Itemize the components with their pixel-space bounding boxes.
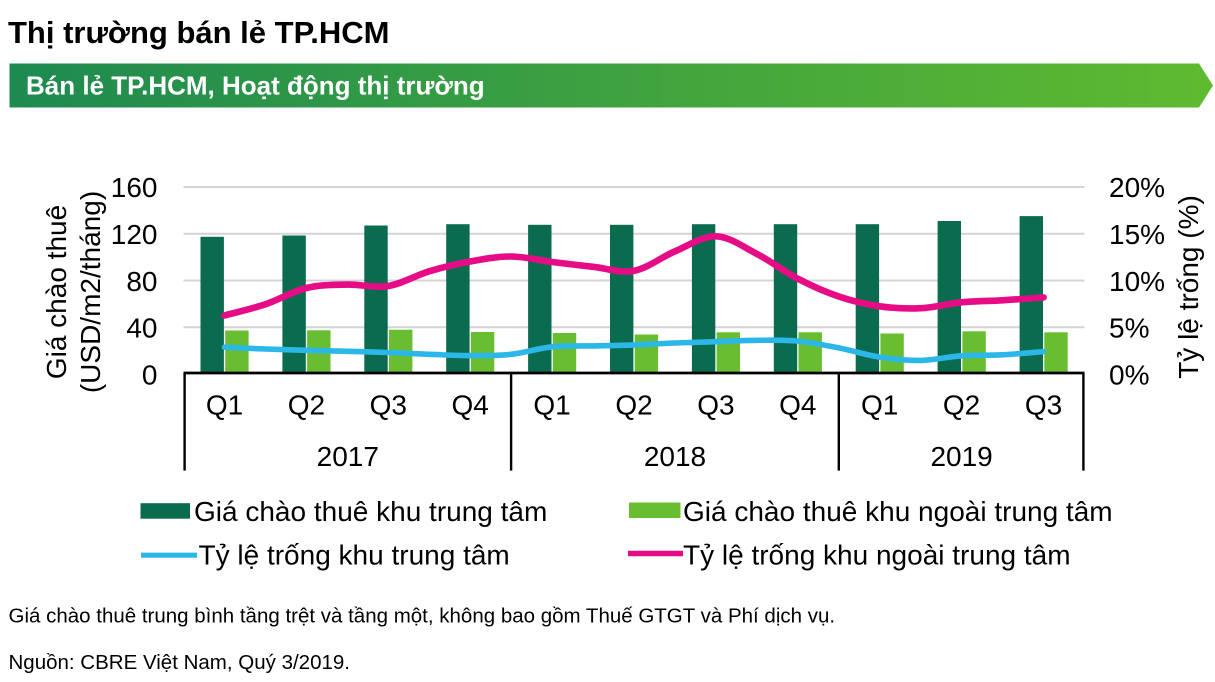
svg-text:2017: 2017: [317, 441, 379, 472]
svg-text:Q3: Q3: [370, 390, 407, 421]
svg-text:Giá chào thuê: Giá chào thuê: [41, 205, 72, 379]
svg-text:Q3: Q3: [697, 390, 734, 421]
svg-text:(USD/m2/tháng): (USD/m2/tháng): [75, 191, 106, 393]
svg-text:Q1: Q1: [533, 390, 570, 421]
svg-text:Thị trường bán lẻ TP.HCM: Thị trường bán lẻ TP.HCM: [8, 15, 389, 50]
svg-text:Q3: Q3: [1025, 390, 1062, 421]
svg-text:Q2: Q2: [288, 390, 325, 421]
svg-text:Q4: Q4: [779, 390, 816, 421]
svg-text:5%: 5%: [1109, 313, 1149, 344]
svg-text:Q2: Q2: [615, 390, 652, 421]
svg-text:160: 160: [111, 172, 158, 203]
svg-text:Nguồn: CBRE Việt Nam, Quý 3/20: Nguồn: CBRE Việt Nam, Quý 3/2019.: [9, 651, 350, 674]
svg-text:0%: 0%: [1109, 360, 1149, 391]
svg-text:Tỷ lệ trống khu ngoài trung tâ: Tỷ lệ trống khu ngoài trung tâm: [683, 540, 1071, 571]
svg-text:2018: 2018: [644, 441, 706, 472]
svg-text:Bán lẻ TP.HCM, Hoạt động thị t: Bán lẻ TP.HCM, Hoạt động thị trường: [26, 71, 485, 101]
svg-text:Q4: Q4: [452, 390, 489, 421]
svg-text:10%: 10%: [1109, 266, 1165, 297]
svg-text:40: 40: [126, 313, 157, 344]
svg-text:Giá chào thuê khu trung tâm: Giá chào thuê khu trung tâm: [194, 496, 547, 527]
svg-text:Tỷ lệ trống (%): Tỷ lệ trống (%): [1173, 195, 1204, 379]
svg-text:120: 120: [111, 219, 158, 250]
svg-text:20%: 20%: [1109, 172, 1165, 203]
svg-text:2019: 2019: [930, 441, 992, 472]
svg-text:0: 0: [142, 360, 158, 391]
svg-text:Giá chào thuê trung bình tầng: Giá chào thuê trung bình tầng trệt và tầ…: [9, 604, 836, 627]
svg-text:80: 80: [126, 266, 157, 297]
svg-text:Q1: Q1: [861, 390, 898, 421]
svg-text:15%: 15%: [1109, 219, 1165, 250]
svg-text:Q2: Q2: [943, 390, 980, 421]
svg-text:Giá chào thuê khu ngoài trung: Giá chào thuê khu ngoài trung tâm: [683, 496, 1113, 527]
svg-text:Q1: Q1: [206, 390, 243, 421]
svg-text:Tỷ lệ trống khu trung tâm: Tỷ lệ trống khu trung tâm: [199, 540, 510, 571]
